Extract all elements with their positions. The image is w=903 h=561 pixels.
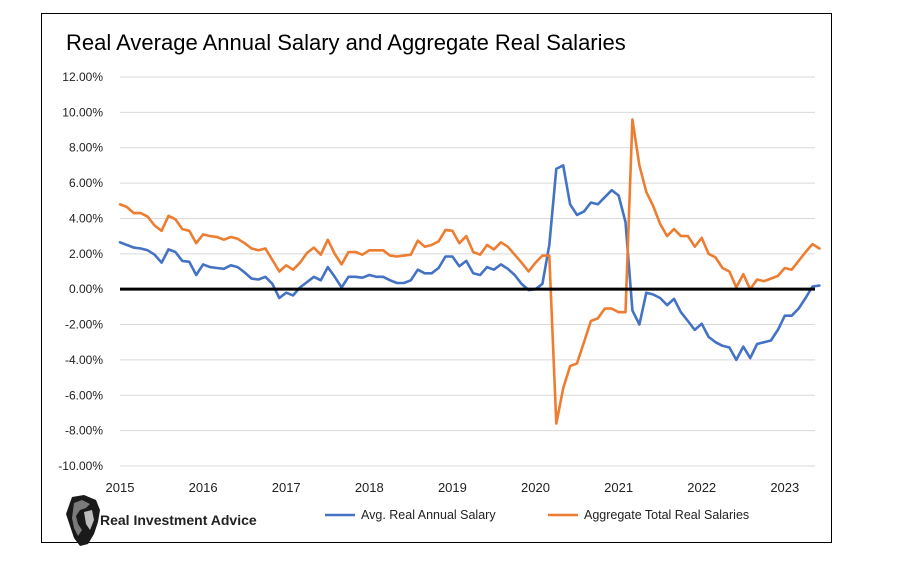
x-tick-label: 2017 [272,480,301,495]
legend-label: Avg. Real Annual Salary [361,508,496,522]
y-tick-label: -8.00% [65,424,103,438]
y-tick-label: 4.00% [69,211,103,225]
brand-name: Real Investment Advice [100,512,257,528]
x-axis-ticks: 2015 2016 2017 2018 2019 2020 2021 2022 2023 [106,480,800,495]
y-tick-label: -4.00% [65,353,103,367]
y-tick-label: 10.00% [62,105,103,119]
legend: Avg. Real Annual Salary Aggregate Total R… [325,508,749,522]
lion-head-icon [66,495,100,546]
y-axis-ticks: 12.00% 10.00% 8.00% 6.00% 4.00% 2.00% 0.00% -2.… [58,70,103,473]
y-tick-label: 6.00% [69,176,103,190]
y-tick-label: 0.00% [69,282,103,296]
y-tick-label: -2.00% [65,318,103,332]
series-line-1 [118,164,821,362]
x-tick-label: 2018 [355,480,384,495]
y-tick-label: 2.00% [69,247,103,261]
x-tick-label: 2022 [687,480,716,495]
series-line-2 [118,118,821,425]
x-tick-label: 2015 [106,480,135,495]
y-tick-label: 8.00% [69,141,103,155]
series-lines [118,118,821,425]
y-tick-label: -6.00% [65,388,103,402]
chart-frame [41,13,832,543]
chart-title: Real Average Annual Salary and Aggregate… [66,30,626,55]
grid-lines [120,76,815,467]
x-tick-label: 2019 [438,480,467,495]
legend-label: Aggregate Total Real Salaries [584,508,749,522]
y-tick-label: -10.00% [58,459,103,473]
x-tick-label: 2023 [770,480,799,495]
x-tick-label: 2021 [604,480,633,495]
x-tick-label: 2016 [189,480,218,495]
y-tick-label: 12.00% [62,70,103,84]
x-tick-label: 2020 [521,480,550,495]
